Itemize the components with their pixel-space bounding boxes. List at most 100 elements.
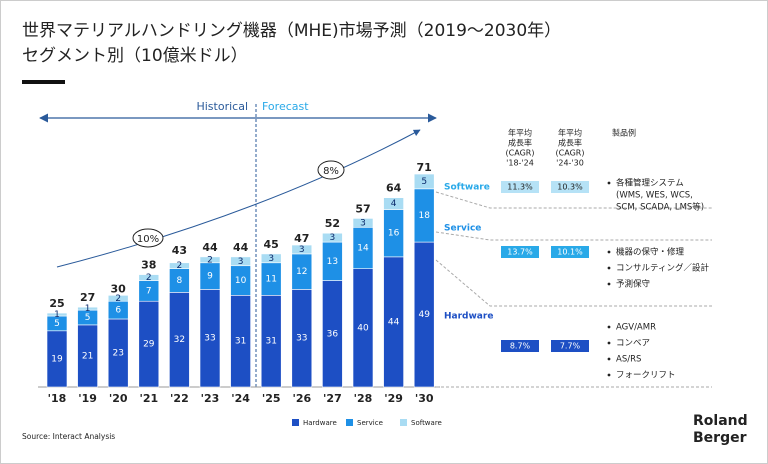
- x-tick-label: '29: [384, 392, 403, 405]
- bar-segment: [230, 256, 251, 267]
- legend-swatch: [292, 419, 299, 426]
- table-header: (CAGR): [556, 149, 585, 158]
- segment-label: 1: [85, 304, 91, 314]
- segment-label: 3: [268, 254, 274, 264]
- bullet: [607, 373, 611, 377]
- x-tick-label: '30: [415, 392, 434, 405]
- segment-label: 6: [115, 306, 121, 316]
- total-label: 43: [172, 244, 187, 257]
- cagr-value: 10.3%: [557, 183, 583, 192]
- segment-label: 5: [54, 319, 60, 329]
- forecast-label: Forecast: [262, 100, 309, 113]
- segment-label: 3: [360, 218, 366, 228]
- legend-swatch: [400, 419, 407, 426]
- legend-swatch: [346, 419, 353, 426]
- segment-label: 2: [146, 273, 152, 283]
- growth-curve: [56, 129, 421, 268]
- product-text: 機器の保守・修理: [616, 247, 685, 258]
- total-label: 57: [355, 202, 370, 215]
- total-label: 38: [141, 259, 156, 272]
- segment-label: 14: [357, 243, 369, 253]
- bullet: [607, 266, 611, 270]
- segment-label: 36: [327, 329, 339, 339]
- segment-label: 18: [418, 211, 430, 221]
- table-header: 年平均: [508, 128, 532, 138]
- product-text: AGV/AMR: [616, 323, 656, 333]
- total-label: 47: [294, 232, 309, 245]
- segment-label: 23: [112, 348, 123, 358]
- product-text: SCM, SCADA, LMS等): [616, 202, 704, 213]
- bar-segment: [291, 244, 313, 255]
- segment-name: Software: [444, 183, 490, 193]
- bar-segment: [383, 197, 404, 210]
- segment-label: 13: [327, 257, 338, 267]
- x-tick-label: '24: [231, 392, 250, 405]
- table-header: 製品例: [612, 128, 636, 138]
- bar-segment: [169, 262, 190, 269]
- segment-label: 32: [174, 335, 185, 345]
- segment-name: Hardware: [444, 312, 493, 322]
- table-header: 年平均: [558, 128, 582, 138]
- cagr-value: 7.7%: [560, 342, 581, 351]
- cagr-pill: [551, 246, 589, 258]
- chart-title: 世界マテリアルハンドリング機器（MHE)市場予測（2019～2030年）: [22, 21, 561, 41]
- segment-name: Service: [444, 224, 481, 234]
- cagr-pill: [501, 246, 539, 258]
- product-text: コンベア: [616, 339, 650, 349]
- segment-label: 31: [265, 337, 276, 347]
- total-label: 52: [325, 217, 340, 230]
- historical-label: Historical: [196, 100, 248, 113]
- x-tick-label: '18: [48, 392, 67, 405]
- cagr-value: 11.3%: [507, 183, 533, 192]
- table-header: (CAGR): [506, 149, 535, 158]
- x-tick-label: '25: [262, 392, 281, 405]
- segment-label: 3: [238, 257, 244, 267]
- bullet: [607, 282, 611, 286]
- legend-label: Service: [357, 419, 383, 427]
- bullet: [607, 357, 611, 361]
- x-tick-label: '21: [139, 392, 158, 405]
- total-label: 25: [49, 297, 64, 310]
- product-text: (WMS, WES, WCS,: [616, 191, 693, 201]
- legend-label: Hardware: [303, 419, 337, 427]
- bullet: [607, 181, 611, 185]
- segment-label: 40: [357, 323, 369, 333]
- segment-label: 4: [391, 199, 397, 209]
- table-header: '24-'30: [556, 159, 584, 168]
- product-text: 予測保守: [616, 279, 650, 290]
- segment-label: 9: [207, 272, 213, 282]
- logo: Berger: [693, 430, 747, 446]
- cagr-value: 8.7%: [510, 342, 531, 351]
- segment-label: 5: [85, 313, 91, 323]
- bar-segment: [413, 173, 435, 190]
- total-label: 45: [264, 238, 279, 251]
- segment-label: 5: [421, 177, 427, 187]
- bar-segment: [199, 256, 221, 264]
- segment-label: 19: [51, 354, 63, 364]
- legend-label: Software: [411, 419, 442, 427]
- connectors: [435, 191, 712, 388]
- segment-label: 31: [235, 337, 246, 347]
- segment-label: 33: [204, 334, 215, 344]
- total-label: 44: [233, 241, 249, 254]
- table-header: 成長率: [508, 138, 532, 148]
- segment-label: 44: [388, 317, 400, 327]
- cagr-value: 13.7%: [507, 248, 533, 257]
- product-text: AS/RS: [616, 355, 641, 365]
- segment-label: 1: [54, 310, 60, 320]
- total-label: 27: [80, 291, 95, 304]
- segment-label: 7: [146, 286, 152, 296]
- table-header: '18-'24: [506, 159, 534, 168]
- segment-label: 21: [82, 351, 93, 361]
- segment-label: 11: [265, 275, 276, 285]
- segment-label: 2: [115, 294, 121, 304]
- bar-segment: [107, 295, 129, 302]
- product-text: コンサルティング／設計: [616, 263, 709, 274]
- cagr-pill: [551, 340, 589, 352]
- growth-label: 8%: [323, 166, 339, 177]
- segment-label: 3: [330, 233, 336, 243]
- x-tick-label: '19: [78, 392, 97, 405]
- accent-bar: [22, 80, 65, 84]
- bar-segment: [138, 274, 160, 281]
